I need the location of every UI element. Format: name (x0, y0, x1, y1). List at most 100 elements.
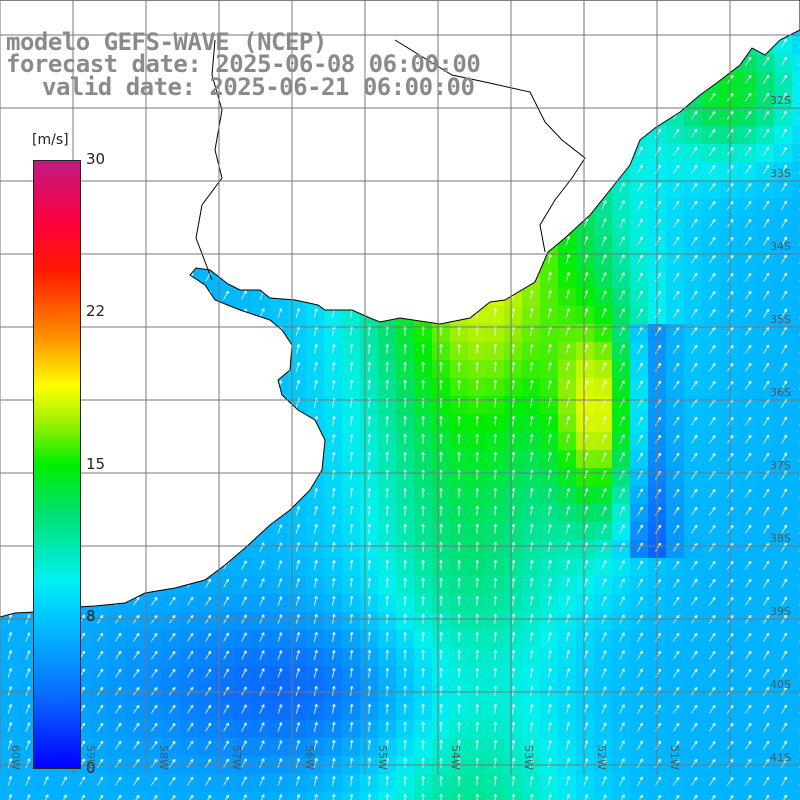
wind-arrow (475, 703, 480, 714)
wind-arrow (313, 595, 318, 606)
wind-arrow (709, 254, 716, 264)
wind-arrow (367, 703, 372, 714)
wind-arrow (619, 344, 625, 354)
wind-arrow (97, 758, 104, 768)
wind-arrow (259, 686, 265, 696)
field-cell (792, 252, 800, 271)
wind-arrow (403, 739, 407, 750)
wind-arrow (457, 559, 461, 570)
wind-arrow (601, 776, 607, 786)
wind-arrow (332, 739, 336, 750)
wind-arrow (637, 632, 643, 642)
wind-arrow (151, 776, 158, 786)
wind-arrow (619, 524, 625, 534)
field-cell (792, 720, 800, 739)
wind-arrow (781, 362, 788, 372)
wind-arrow (421, 469, 425, 480)
wind-arrow (655, 668, 662, 678)
wind-arrow (313, 379, 318, 390)
wind-arrow (241, 776, 247, 786)
wind-arrow (745, 596, 752, 606)
field-cell (612, 792, 631, 800)
wind-arrow (709, 560, 716, 570)
wind-arrow (475, 775, 480, 786)
wind-arrow (7, 758, 13, 768)
field-cell (792, 288, 800, 307)
wind-arrow (7, 776, 13, 786)
wind-arrow (151, 650, 158, 660)
wind-arrow (781, 416, 788, 426)
wind-arrow (421, 361, 425, 372)
wind-arrow (655, 722, 662, 732)
wind-arrow (530, 505, 534, 516)
wind-arrow (261, 794, 265, 800)
wind-arrow (781, 434, 788, 444)
wind-arrow (565, 488, 571, 498)
wind-arrow (403, 631, 407, 642)
wind-arrow (547, 631, 552, 642)
wind-arrow (709, 776, 716, 786)
wind-arrow (601, 650, 607, 660)
wind-arrow (493, 721, 498, 732)
wind-arrow (367, 649, 372, 660)
wind-arrow (745, 650, 752, 660)
wind-arrow (655, 200, 662, 210)
field-cell (792, 450, 800, 469)
wind-arrow (530, 289, 534, 300)
wind-arrow (691, 218, 698, 228)
wind-arrow (295, 308, 301, 318)
wind-arrow (439, 667, 443, 678)
wind-arrow (673, 128, 680, 138)
wind-arrow (781, 200, 788, 210)
wind-arrow (691, 146, 698, 156)
field-cell (792, 360, 800, 379)
wind-arrow (781, 218, 788, 228)
field-cell (792, 792, 800, 800)
wind-arrow (205, 704, 212, 714)
wind-arrow (421, 775, 425, 786)
wind-arrow (367, 577, 372, 588)
wind-arrow (547, 307, 552, 318)
wind-arrow (745, 308, 752, 318)
wind-arrow (745, 344, 752, 354)
wind-arrow (547, 343, 552, 354)
wind-arrow (530, 451, 534, 462)
wind-arrow (781, 344, 788, 354)
wind-arrow (457, 667, 461, 678)
wind-arrow (781, 74, 788, 84)
wind-arrow (745, 380, 752, 390)
wind-arrow (277, 650, 283, 660)
wind-arrow (781, 236, 788, 246)
wind-arrow (655, 560, 662, 570)
wind-arrow (691, 272, 698, 282)
wind-arrow (403, 649, 407, 660)
wind-arrow (259, 668, 265, 678)
wind-arrow (332, 559, 336, 570)
field-cell (144, 792, 163, 800)
wind-arrow (511, 361, 516, 372)
wind-arrow (530, 595, 534, 606)
wind-arrow (385, 361, 390, 372)
wind-arrow (511, 631, 516, 642)
wind-arrow (25, 722, 31, 732)
wind-arrow (565, 524, 571, 534)
wind-arrow (709, 272, 716, 282)
wind-arrow (367, 595, 372, 606)
wind-arrow (655, 578, 662, 588)
wind-arrow (601, 542, 607, 552)
wind-arrow (583, 524, 589, 534)
wind-arrow (367, 487, 372, 498)
wind-arrow (547, 415, 552, 426)
wind-arrow (619, 416, 625, 426)
wind-arrow (547, 379, 552, 390)
wind-arrow (385, 595, 390, 606)
wind-arrow (277, 686, 283, 696)
wind-arrow (745, 776, 752, 786)
wind-arrow (747, 794, 752, 800)
wind-arrow (691, 668, 698, 678)
wind-arrow (601, 758, 607, 768)
wind-arrow (783, 794, 788, 800)
wind-arrow (493, 631, 498, 642)
wind-arrow (43, 776, 49, 786)
